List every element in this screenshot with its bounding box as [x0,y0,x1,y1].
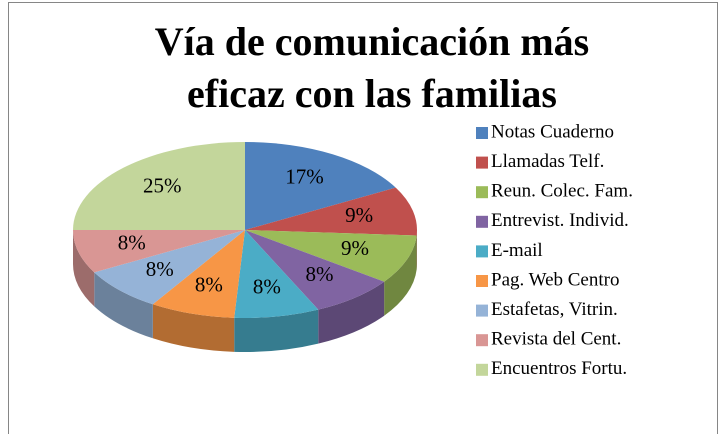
data-label: 17% [285,164,324,188]
legend-label: Pag. Web Centro [491,269,619,290]
legend-label: Estafetas, Vitrin. [491,299,618,320]
legend-swatch [476,156,488,169]
pie-slice [73,142,245,230]
legend-label: E-mail [491,240,543,261]
pie-slice-side [94,272,153,339]
legend-label: Reun. Colec. Fam. [491,181,633,202]
legend-swatch [476,304,488,317]
data-label: 8% [118,231,146,255]
pie-slice-side [73,230,95,307]
data-label: 9% [345,203,373,227]
legend-label: Revista del Cent. [491,329,621,350]
data-label: 8% [146,257,174,281]
data-label: 25% [143,173,182,197]
legend-label: Llamadas Telf. [491,151,604,172]
pie-slice [245,230,385,310]
chart-title: Vía de comunicación más eficaz con las fa… [155,19,589,116]
data-label: 8% [306,262,334,286]
pie-slice-side [152,304,235,352]
pie-slice [245,187,417,236]
pie-slice [73,230,245,273]
title-line: Vía de comunicación más [155,19,589,64]
pie-slice [245,142,396,230]
pie-slice [152,230,245,318]
legend-label: Notas Cuaderno [491,121,614,142]
legend-label: Entrevist. Individ. [491,210,629,231]
legend-label: Encuentros Fortu. [491,358,627,379]
data-label: 8% [195,273,223,297]
pie-slice [234,230,319,318]
legend-swatch [476,186,488,199]
legend-swatch [476,363,488,376]
data-label: 9% [341,236,369,260]
data-label: 8% [253,275,281,299]
title-line: eficaz con las familias [187,71,557,116]
legend-swatch [476,275,488,287]
pie-slice-side [234,309,319,352]
pie-slice [245,230,417,282]
pie-slice-side [384,235,417,316]
legend-swatch [476,127,488,139]
legend-swatch [476,334,488,347]
legend-swatch [476,245,488,258]
pie-slice [94,230,245,305]
legend-swatch [476,215,488,228]
pie-slice-side [318,281,385,344]
